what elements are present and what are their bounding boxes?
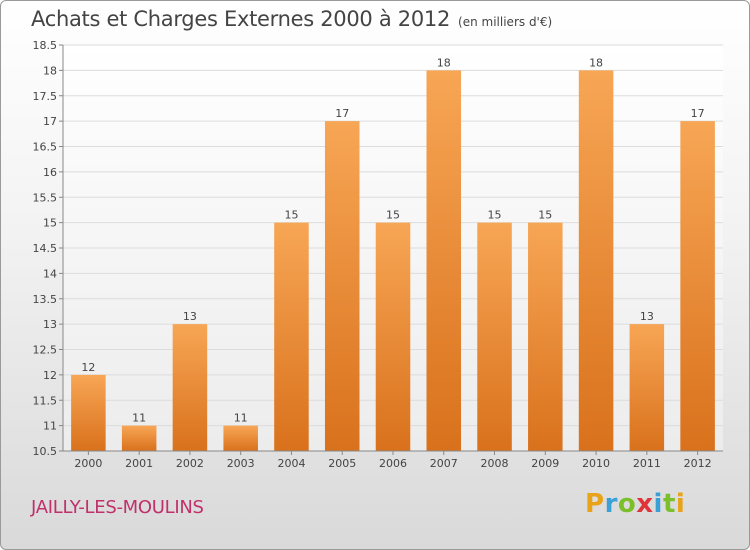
bar <box>578 70 614 451</box>
bar <box>426 70 462 451</box>
y-tick-label: 17 <box>43 115 57 128</box>
data-label: 13 <box>640 310 654 323</box>
data-label: 18 <box>437 56 451 69</box>
bar <box>121 425 157 451</box>
chart-unit: (en milliers d'€) <box>458 15 553 29</box>
x-tick-label: 2011 <box>633 457 661 470</box>
x-tick-label: 2008 <box>481 457 509 470</box>
data-label: 18 <box>589 56 603 69</box>
logo-letter: P <box>585 489 605 519</box>
x-tick-label: 2012 <box>684 457 712 470</box>
bar <box>71 374 106 451</box>
logo-letter: i <box>675 489 686 519</box>
y-tick-label: 11 <box>43 420 57 433</box>
y-tick-label: 16.5 <box>33 141 58 154</box>
logo-letter: o <box>617 489 637 519</box>
data-label: 15 <box>488 209 502 222</box>
y-tick-label: 10.5 <box>33 445 58 458</box>
x-tick-label: 2000 <box>74 457 102 470</box>
y-tick-label: 15 <box>43 217 57 230</box>
bar <box>528 222 563 451</box>
x-tick-label: 2010 <box>582 457 610 470</box>
bar <box>172 324 208 451</box>
y-tick-label: 13.5 <box>33 293 58 306</box>
data-label: 11 <box>234 412 248 425</box>
bar <box>680 121 715 451</box>
proxiti-logo: Proxiti <box>585 489 685 519</box>
y-tick-label: 16 <box>43 166 57 179</box>
axis-layer: 10.5 11 11.5 12 12.5 13 13.5 14 14.5 15 15.5 16 16.5… <box>33 39 723 470</box>
data-label: 12 <box>81 361 95 374</box>
data-label: 15 <box>284 209 298 222</box>
x-tick-label: 2003 <box>227 457 255 470</box>
y-tick-label: 13 <box>43 318 57 331</box>
y-tick-label: 17.5 <box>33 90 58 103</box>
logo-letter: x <box>636 489 654 519</box>
x-tick-label: 2009 <box>531 457 559 470</box>
logo-letter: r <box>604 489 618 519</box>
y-tick-label: 11.5 <box>33 394 58 407</box>
y-tick-label: 12.5 <box>33 344 58 357</box>
x-tick-label: 2006 <box>379 457 407 470</box>
city-name: JAILLY-LES-MOULINS <box>31 497 204 518</box>
bar <box>223 425 258 451</box>
bar <box>629 324 665 451</box>
y-tick-label: 12 <box>43 369 57 382</box>
data-label: 17 <box>691 107 705 120</box>
x-tick-label: 2005 <box>328 457 356 470</box>
bar <box>375 222 411 451</box>
logo-letter: t <box>662 489 676 519</box>
bar <box>324 121 360 451</box>
y-tick-label: 14.5 <box>33 242 58 255</box>
data-label: 11 <box>132 412 146 425</box>
bars-layer: 12 11 13 11 15 17 15 18 15 15 18 13 17 <box>71 56 715 451</box>
bar <box>274 222 309 451</box>
x-tick-label: 2002 <box>176 457 204 470</box>
x-tick-label: 2004 <box>277 457 305 470</box>
data-label: 15 <box>538 209 552 222</box>
x-tick-label: 2007 <box>430 457 458 470</box>
logo-letter: i <box>653 489 663 519</box>
data-label: 17 <box>335 107 349 120</box>
y-tick-label: 14 <box>43 267 57 280</box>
y-tick-label: 18 <box>43 64 57 77</box>
x-tick-label: 2001 <box>125 457 153 470</box>
bar <box>477 222 512 451</box>
y-tick-label: 15.5 <box>33 191 58 204</box>
chart-title: Achats et Charges Externes 2000 à 2012 (e… <box>31 7 552 31</box>
data-label: 15 <box>386 209 400 222</box>
chart-title-text: Achats et Charges Externes 2000 à 2012 <box>31 7 451 31</box>
y-tick-label: 18.5 <box>33 39 58 52</box>
data-label: 13 <box>183 310 197 323</box>
